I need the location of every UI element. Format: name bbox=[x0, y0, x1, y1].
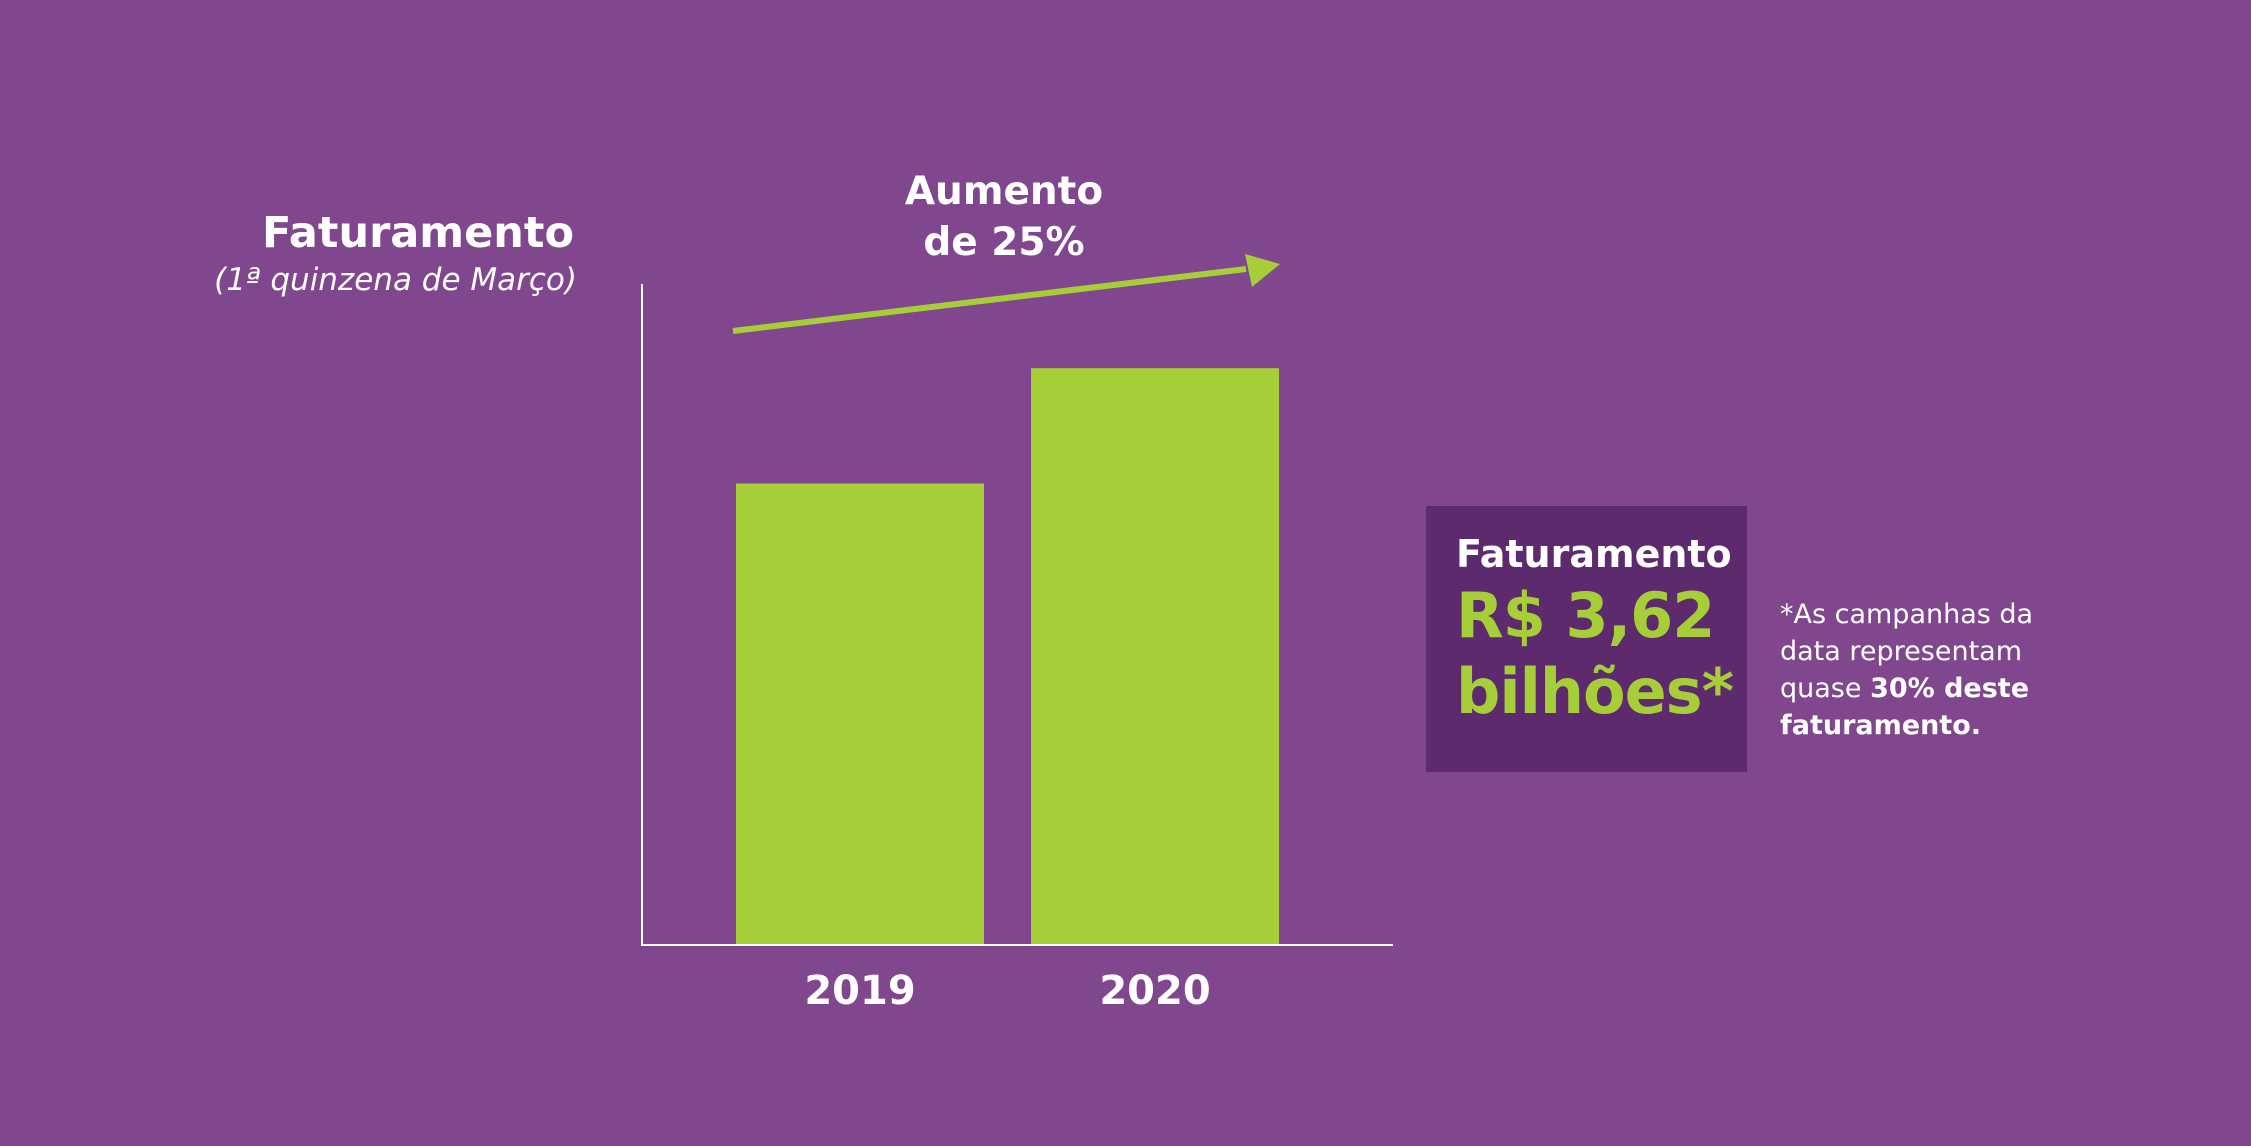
trend-arrow-head bbox=[1245, 254, 1280, 287]
footnote-line-3-bold: 30% deste bbox=[1870, 673, 2030, 704]
chart-subtitle: (1ª quinzena de Março) bbox=[214, 262, 577, 298]
increase-annotation: Aumento de 25% bbox=[904, 166, 1104, 268]
footnote-line-3: quase 30% deste bbox=[1780, 670, 2080, 707]
revenue-info-box: Faturamento R$ 3,62 bilhões* bbox=[1426, 506, 1747, 772]
trend-arrow bbox=[732, 254, 1280, 334]
annotation-line-2: de 25% bbox=[923, 220, 1085, 265]
footnote-line-1: *As campanhas da bbox=[1780, 599, 2034, 630]
x-tick-label-2020: 2020 bbox=[1099, 968, 1211, 1014]
info-box-title: Faturamento bbox=[1456, 532, 1732, 576]
info-box-value-line-2: bilhões* bbox=[1456, 655, 1734, 728]
trend-arrow-line bbox=[732, 266, 1247, 334]
bar-2019 bbox=[736, 483, 984, 945]
footnote-line-4-bold: faturamento. bbox=[1780, 710, 1982, 741]
annotation-line-1: Aumento bbox=[904, 169, 1104, 214]
footnote-line-3-plain: quase bbox=[1780, 673, 1871, 704]
footnote-line-2: data representam bbox=[1780, 636, 2022, 667]
x-tick-label-2019: 2019 bbox=[804, 968, 916, 1014]
footnote: *As campanhas da data representam quase … bbox=[1780, 596, 2080, 744]
bar-2020 bbox=[1031, 368, 1279, 945]
bars-group bbox=[736, 368, 1279, 945]
chart-title: Faturamento bbox=[262, 208, 574, 258]
footnote-line-4: faturamento. bbox=[1780, 707, 2080, 744]
info-box-value: R$ 3,62 bilhões* bbox=[1456, 578, 1747, 730]
info-box-value-line-1: R$ 3,62 bbox=[1456, 579, 1715, 652]
